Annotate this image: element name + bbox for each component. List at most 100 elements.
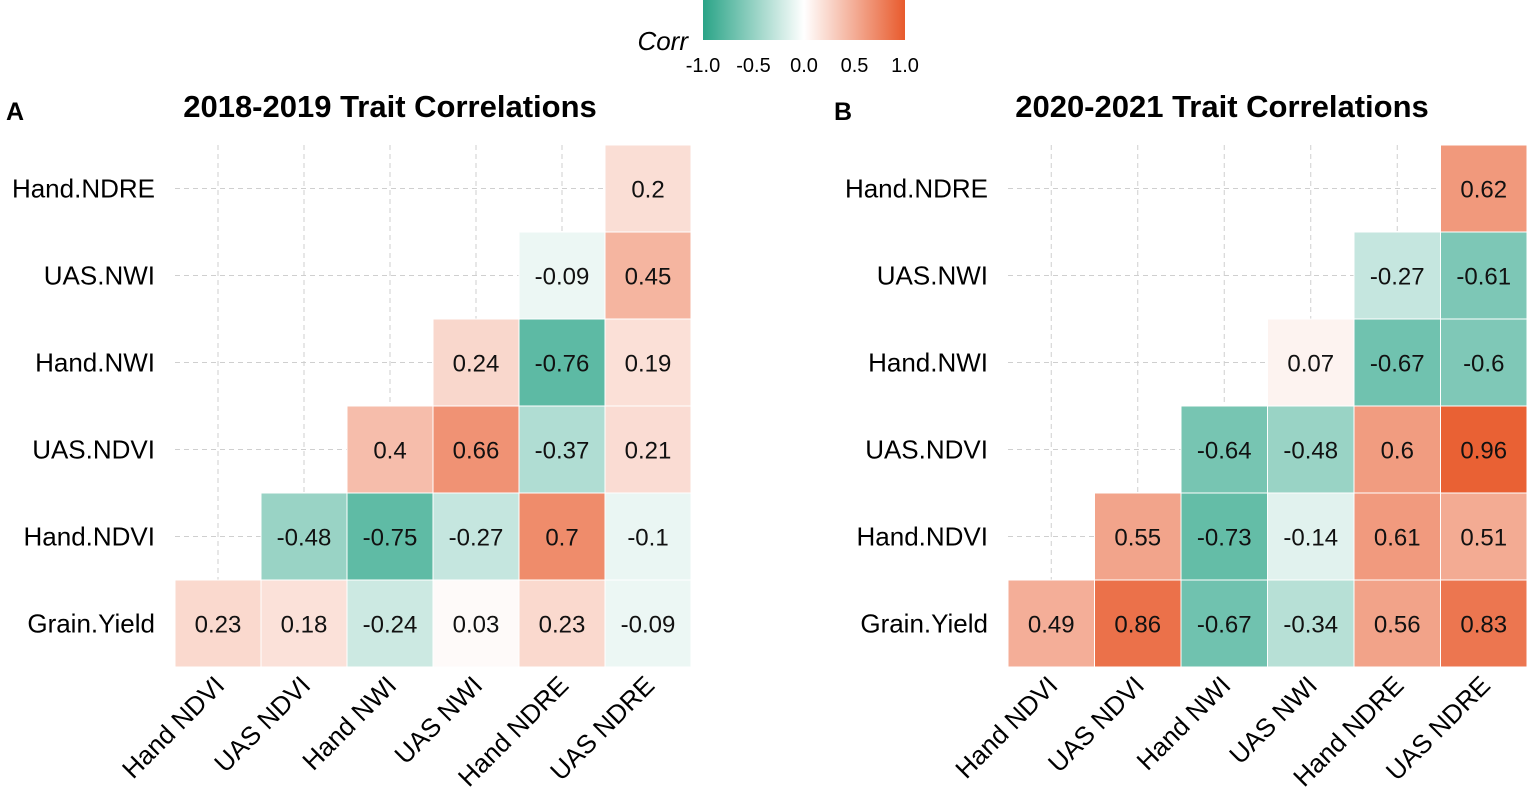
panel-a-y-axis: Hand.NDRE UAS.NWI Hand.NWI UAS.NDVI Hand.NDV…: [12, 174, 155, 639]
cell-value-label: 0.86: [1114, 612, 1161, 639]
cell-value-label: -0.37: [535, 438, 590, 465]
y-axis-tick-label: UAS.NWI: [877, 261, 988, 291]
legend-tick-label: 0.0: [790, 55, 818, 77]
color-legend: Corr -1.0 -0.5 0.0 0.5 1.0: [637, 0, 919, 77]
y-axis-tick-label: UAS.NDVI: [32, 435, 155, 465]
heatmap-cell: [1353, 318, 1441, 407]
heatmap-cell: [1440, 492, 1528, 581]
panel-a-title: 2018-2019 Trait Correlations: [183, 89, 597, 124]
heatmap-cell: [604, 318, 692, 407]
cell-value-label: 0.07: [1287, 351, 1334, 378]
heatmap-cell: [1094, 492, 1182, 581]
cell-value-label: 0.49: [1028, 612, 1075, 639]
cell-value-label: 0.23: [195, 612, 242, 639]
heatmap-cell: [1180, 579, 1268, 668]
cell-value-label: -0.6: [1463, 351, 1504, 378]
heatmap-cell: [1440, 579, 1528, 668]
heatmap-cell: [260, 492, 348, 581]
cell-value-label: -0.64: [1197, 438, 1252, 465]
legend-tick-label: -1.0: [686, 55, 720, 77]
cell-value-label: -0.34: [1283, 612, 1338, 639]
legend-ticks: -1.0 -0.5 0.0 0.5 1.0: [686, 55, 919, 77]
cell-value-label: 0.61: [1374, 525, 1421, 552]
y-axis-tick-label: Grain.Yield: [27, 609, 155, 639]
cell-value-label: -0.27: [1370, 264, 1425, 291]
x-axis-tick-label: Hand NDVI: [949, 670, 1063, 784]
legend-tick-label: -0.5: [736, 55, 770, 77]
cell-value-label: 0.83: [1460, 612, 1507, 639]
cell-value-label: 0.18: [281, 612, 328, 639]
cell-value-label: -0.24: [363, 612, 418, 639]
cell-value-label: 0.7: [545, 525, 578, 552]
y-axis-tick-label: UAS.NWI: [44, 261, 155, 291]
heatmap-cell: [346, 492, 434, 581]
cell-value-label: 0.19: [625, 351, 672, 378]
y-axis-tick-label: UAS.NDVI: [865, 435, 988, 465]
y-axis-tick-label: Hand.NWI: [868, 348, 988, 378]
cell-value-label: 0.6: [1381, 438, 1414, 465]
heatmap-cell: [1180, 405, 1268, 494]
heatmap-cell: [1267, 579, 1355, 668]
y-axis-tick-label: Grain.Yield: [860, 609, 988, 639]
heatmap-cell: [518, 492, 606, 581]
x-axis-tick-label: Hand NWI: [296, 670, 402, 776]
cell-value-label: 0.51: [1460, 525, 1507, 552]
cell-value-label: -0.48: [1283, 438, 1338, 465]
heatmap-cell: [604, 579, 692, 668]
heatmap-cell: [604, 492, 692, 581]
heatmap-cell: [1007, 579, 1095, 668]
heatmap-cell: [604, 405, 692, 494]
heatmap-cell: [1440, 231, 1528, 320]
panel-a: A 2018-2019 Trait Correlations 0.2-0.09 0…: [6, 89, 692, 792]
cell-value-label: 0.03: [453, 612, 500, 639]
panel-b-letter: B: [834, 98, 852, 126]
heatmap-cell: [1353, 405, 1441, 494]
heatmap-cell: [432, 405, 520, 494]
cell-value-label: 0.4: [373, 438, 406, 465]
cell-value-label: 0.24: [453, 351, 500, 378]
y-axis-tick-label: Hand.NDVI: [24, 522, 156, 552]
y-axis-tick-label: Hand.NDRE: [845, 174, 988, 204]
heatmap-cell: [260, 579, 348, 668]
heatmap-cell: [1180, 492, 1268, 581]
cell-value-label: -0.61: [1456, 264, 1511, 291]
heatmap-cell: [1094, 579, 1182, 668]
y-axis-tick-label: Hand.NDRE: [12, 174, 155, 204]
cell-value-label: 0.45: [625, 264, 672, 291]
cell-value-label: -0.48: [277, 525, 332, 552]
panel-a-letter: A: [6, 98, 24, 126]
x-axis-tick-label: Hand NWI: [1130, 670, 1236, 776]
cell-value-label: -0.14: [1283, 525, 1338, 552]
heatmap-cell: [518, 318, 606, 407]
heatmap-cell: [1353, 579, 1441, 668]
cell-value-label: -0.67: [1370, 351, 1425, 378]
cell-value-label: 0.66: [453, 438, 500, 465]
cell-value-label: -0.67: [1197, 612, 1252, 639]
heatmap-cell: [346, 405, 434, 494]
heatmap-cell: [432, 318, 520, 407]
legend-tick-label: 1.0: [891, 55, 919, 77]
cell-value-label: -0.76: [535, 351, 590, 378]
x-axis-tick-label: Hand NDVI: [116, 670, 230, 784]
cell-value-label: 0.23: [539, 612, 586, 639]
legend-colorbar: [703, 0, 905, 40]
heatmap-cell: [1267, 405, 1355, 494]
legend-tick-label: 0.5: [841, 55, 869, 77]
heatmap-cell: [346, 579, 434, 668]
panel-b-y-axis: Hand.NDRE UAS.NWI Hand.NWI UAS.NDVI Hand.NDV…: [845, 174, 988, 639]
panel-b-cells: 0.62 -0.27 -0.61 0.07 -0.67 -0.6 -0.64 -0.48 0.6…: [1007, 144, 1528, 668]
panel-b-title: 2020-2021 Trait Correlations: [1015, 89, 1429, 124]
cell-value-label: -0.75: [363, 525, 418, 552]
cell-value-label: 0.21: [625, 438, 672, 465]
heatmap-cell: [432, 492, 520, 581]
cell-value-label: -0.73: [1197, 525, 1252, 552]
panel-a-cells: 0.2 -0.09 0.45 0.24 -0.76 0.19 0.4 0.66 -0.37 0.2…: [174, 144, 692, 668]
cell-value-label: -0.27: [449, 525, 504, 552]
legend-title: Corr: [637, 26, 689, 56]
cell-value-label: -0.1: [627, 525, 668, 552]
heatmap-cell: [604, 231, 692, 320]
cell-value-label: -0.09: [535, 264, 590, 291]
